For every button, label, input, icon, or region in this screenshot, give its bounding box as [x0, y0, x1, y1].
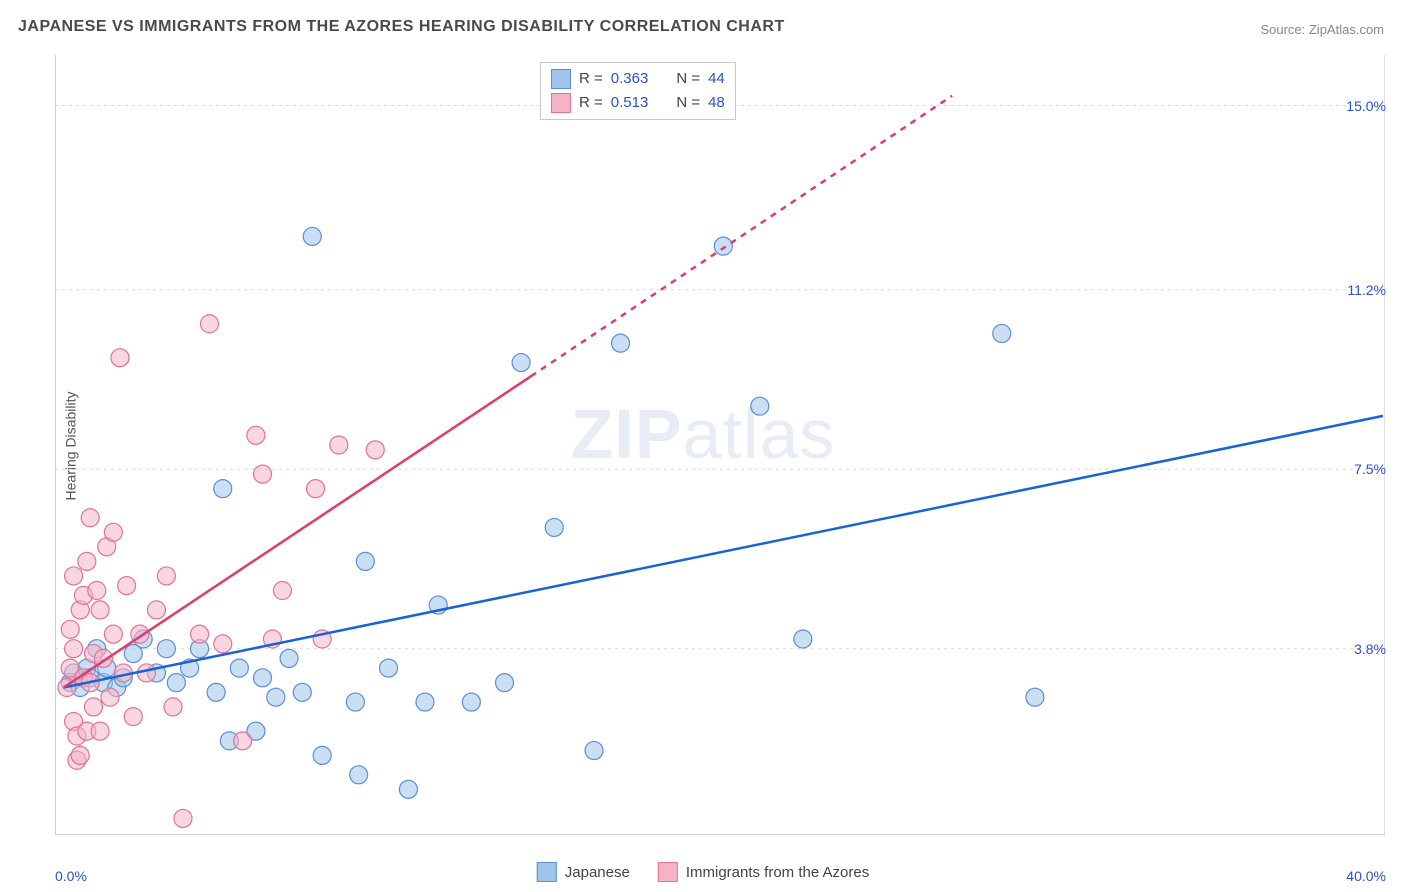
chart-title: JAPANESE VS IMMIGRANTS FROM THE AZORES H…	[18, 18, 785, 36]
stats-legend-row: R = 0.363 N = 44	[551, 67, 725, 91]
r-label: R =	[579, 91, 603, 115]
legend-swatch	[537, 862, 557, 882]
series-label: Immigrants from the Azores	[686, 864, 869, 881]
source-label: Source: ZipAtlas.com	[1260, 22, 1384, 37]
x-axis-max-label: 40.0%	[1346, 868, 1386, 884]
correlation-chart: JAPANESE VS IMMIGRANTS FROM THE AZORES H…	[0, 0, 1406, 892]
legend-swatch	[551, 69, 571, 89]
r-value: 0.363	[611, 67, 649, 91]
r-label: R =	[579, 67, 603, 91]
plot-area	[55, 55, 1385, 835]
series-legend-item: Immigrants from the Azores	[658, 862, 869, 882]
n-value: 48	[708, 91, 725, 115]
y-tick-label: 3.8%	[1354, 641, 1386, 657]
series-legend-item: Japanese	[537, 862, 630, 882]
n-label: N =	[676, 67, 700, 91]
series-legend: Japanese Immigrants from the Azores	[537, 862, 869, 882]
legend-swatch	[551, 93, 571, 113]
y-tick-label: 15.0%	[1346, 98, 1386, 114]
n-label: N =	[676, 91, 700, 115]
x-axis-min-label: 0.0%	[55, 868, 87, 884]
stats-legend: R = 0.363 N = 44 R = 0.513 N = 48	[540, 62, 736, 120]
stats-legend-row: R = 0.513 N = 48	[551, 91, 725, 115]
series-label: Japanese	[565, 864, 630, 881]
legend-swatch	[658, 862, 678, 882]
r-value: 0.513	[611, 91, 649, 115]
y-tick-label: 7.5%	[1354, 461, 1386, 477]
n-value: 44	[708, 67, 725, 91]
y-tick-label: 11.2%	[1347, 282, 1386, 298]
